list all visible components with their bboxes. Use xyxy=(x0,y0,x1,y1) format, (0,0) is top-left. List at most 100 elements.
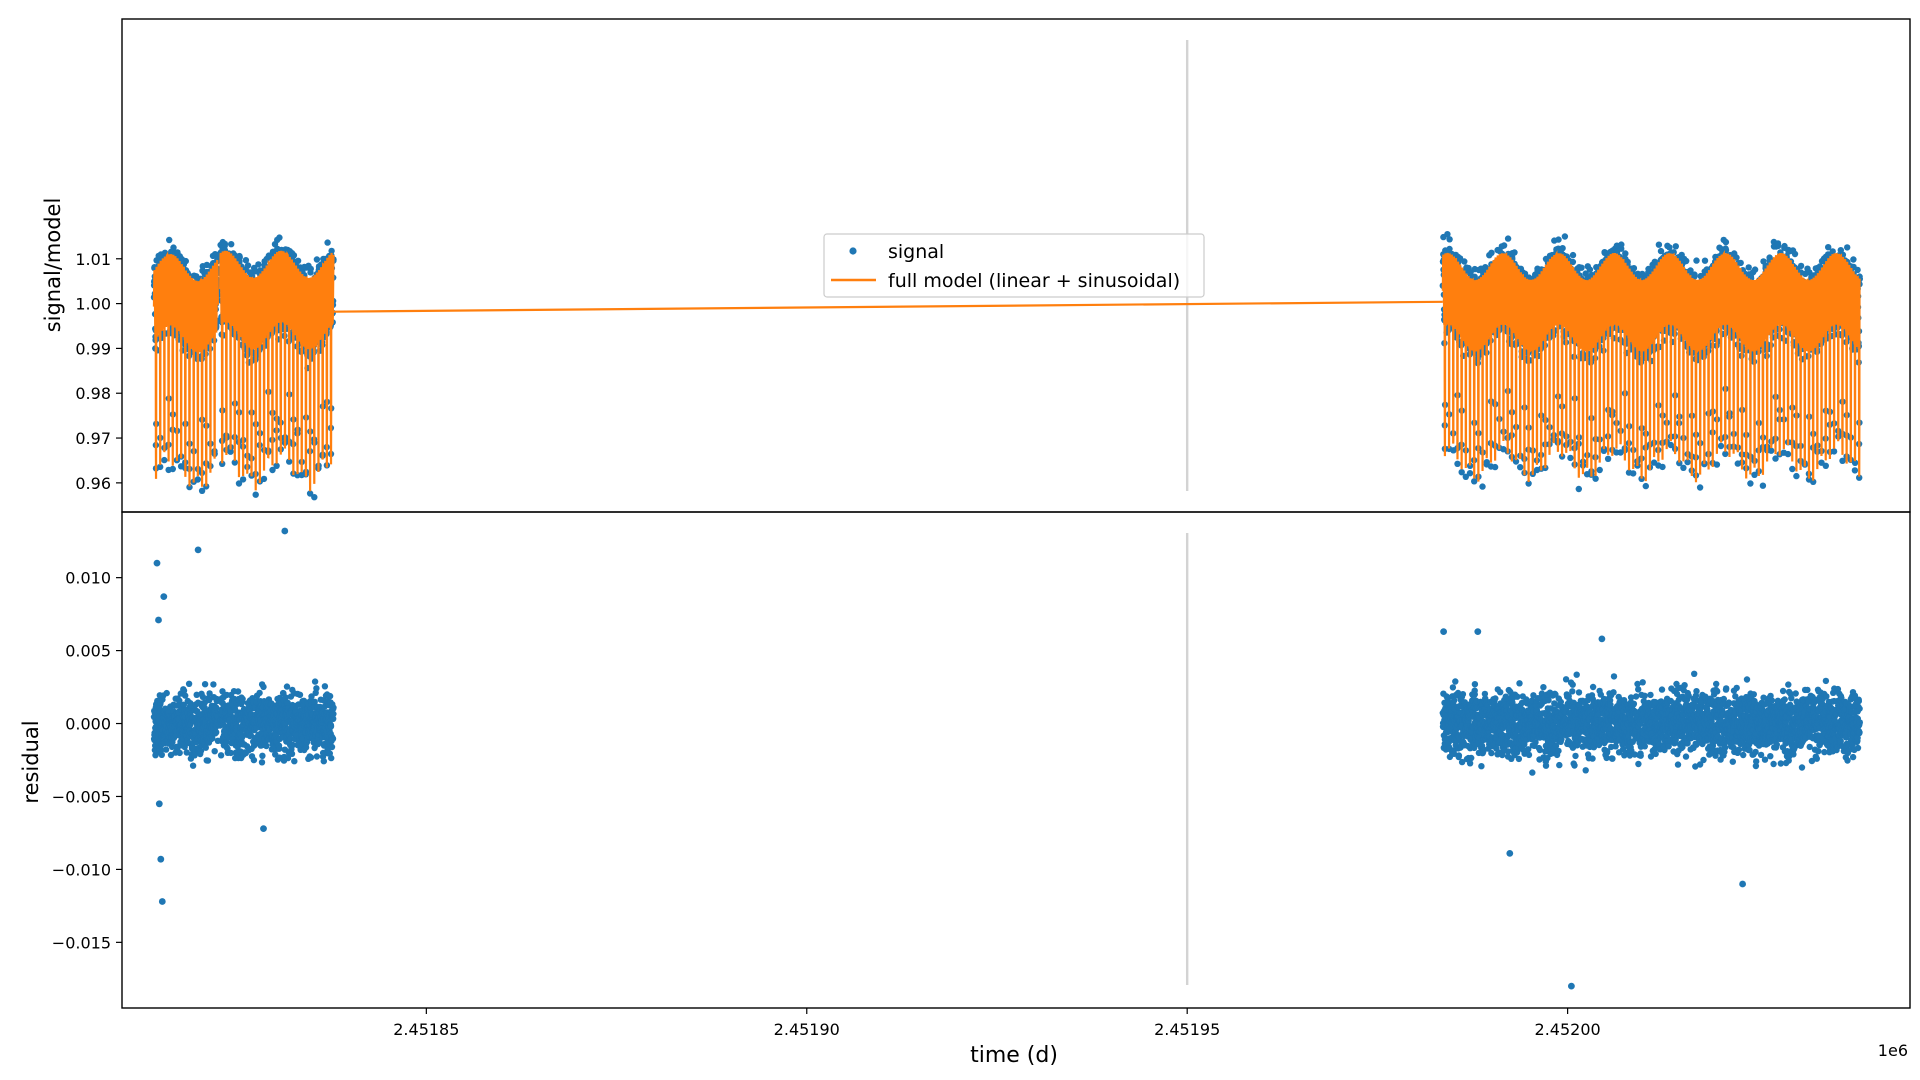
signal-point xyxy=(273,462,280,469)
signal-point xyxy=(1737,259,1744,267)
signal-point xyxy=(244,262,252,269)
signal-point xyxy=(1745,264,1752,271)
residual-point xyxy=(201,681,209,688)
residual-point xyxy=(185,680,193,687)
signal-point xyxy=(1672,243,1680,250)
signal-point xyxy=(1701,257,1709,264)
residual-point xyxy=(217,752,225,759)
signal-point xyxy=(242,257,250,264)
signal-point xyxy=(239,476,247,483)
residual-point xyxy=(199,693,206,700)
signal-point xyxy=(221,240,229,248)
signal-point xyxy=(231,459,238,466)
legend-signal-marker xyxy=(849,247,857,255)
signal-point xyxy=(1479,483,1486,490)
top-panel: 0.960.970.980.991.001.01 signal/model si… xyxy=(41,18,1911,513)
signal-point xyxy=(219,460,226,467)
legend: signal full model (linear + sinusoidal) xyxy=(823,233,1205,298)
signal-point xyxy=(1693,257,1700,264)
signal-point xyxy=(1569,251,1577,259)
residual-point xyxy=(213,729,220,736)
signal-point xyxy=(1797,262,1805,270)
signal-point xyxy=(1680,464,1687,471)
signal-point xyxy=(1586,266,1594,273)
signal-point xyxy=(1630,265,1638,272)
signal-point xyxy=(1491,463,1499,471)
signal-point xyxy=(1446,236,1453,243)
signal-point xyxy=(1822,462,1830,469)
signal-point xyxy=(1559,245,1566,252)
signal-point xyxy=(1575,485,1583,493)
signal-point xyxy=(1789,465,1796,473)
signal-point xyxy=(1622,250,1629,257)
signal-point xyxy=(260,475,268,483)
signal-point xyxy=(1784,450,1792,458)
signal-point xyxy=(328,247,335,255)
signal-point xyxy=(313,256,321,263)
residual-point xyxy=(162,746,170,753)
signal-point xyxy=(306,490,314,497)
signal-point xyxy=(198,487,206,494)
signal-point xyxy=(1791,250,1799,258)
signal-point xyxy=(1592,475,1599,482)
signal-point xyxy=(1793,472,1800,480)
signal-point xyxy=(1683,257,1690,265)
signal-point xyxy=(1517,464,1524,471)
signal-point xyxy=(1569,258,1577,266)
residual-point xyxy=(234,688,242,695)
signal-point xyxy=(1851,467,1859,474)
signal-point xyxy=(1567,454,1574,462)
signal-point xyxy=(1488,249,1495,256)
signal-point xyxy=(161,456,168,464)
signal-point xyxy=(182,257,189,265)
residual-point xyxy=(204,757,212,764)
signal-point xyxy=(1696,484,1704,491)
signal-point xyxy=(1850,256,1857,263)
top-y-tick-label: 0.98 xyxy=(75,384,111,403)
signal-point xyxy=(1775,242,1782,250)
signal-point xyxy=(236,254,243,261)
top-y-axis-label: signal/model xyxy=(41,198,65,333)
signal-point xyxy=(169,465,176,473)
signal-point xyxy=(1691,271,1698,278)
signal-point xyxy=(1768,447,1775,454)
signal-point xyxy=(1630,470,1637,477)
top-y-tick-label: 1.01 xyxy=(75,250,111,269)
signal-point xyxy=(227,448,234,455)
signal-point xyxy=(1717,442,1725,450)
signal-point xyxy=(1759,482,1767,489)
signal-point xyxy=(255,261,262,268)
top-y-tick-label: 1.00 xyxy=(75,295,111,314)
residual-point xyxy=(210,681,217,688)
top-y-tick-label: 0.96 xyxy=(75,474,111,493)
top-y-tick-label: 0.97 xyxy=(75,429,111,448)
signal-point xyxy=(157,463,164,471)
signal-point xyxy=(1561,233,1569,240)
legend-signal-label: signal xyxy=(888,241,944,263)
signal-point xyxy=(252,491,259,498)
signal-point xyxy=(228,241,235,248)
residual-point xyxy=(176,749,183,757)
signal-point xyxy=(1751,266,1759,273)
residual-point xyxy=(158,751,165,758)
signal-point xyxy=(1844,244,1851,251)
residual-point xyxy=(211,748,218,755)
residual-point xyxy=(163,689,170,697)
signal-point xyxy=(166,236,173,244)
legend-model-label: full model (linear + sinusoidal) xyxy=(888,270,1180,292)
signal-point xyxy=(1655,241,1663,248)
signal-point xyxy=(290,252,298,259)
signal-point xyxy=(1854,266,1861,274)
signal-point xyxy=(1454,460,1461,467)
signal-point xyxy=(170,244,177,251)
signal-point xyxy=(286,458,293,465)
signal-point xyxy=(1461,258,1468,265)
signal-point xyxy=(311,494,318,501)
signal-point xyxy=(1722,238,1730,246)
signal-point xyxy=(307,265,314,273)
signal-point xyxy=(1713,461,1721,468)
signal-point xyxy=(269,466,276,474)
signal-point xyxy=(1659,463,1666,471)
signal-point xyxy=(1642,482,1650,490)
